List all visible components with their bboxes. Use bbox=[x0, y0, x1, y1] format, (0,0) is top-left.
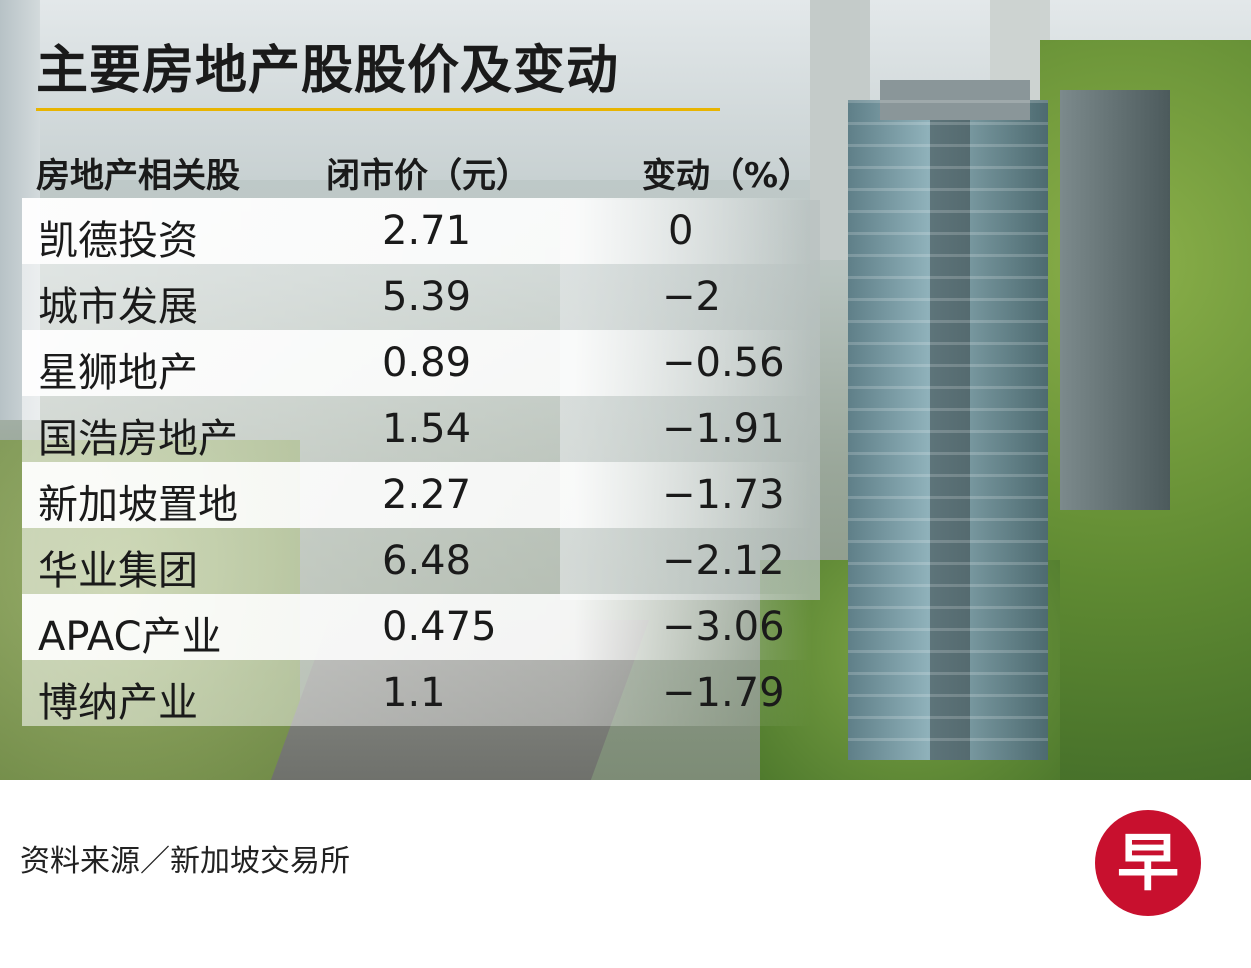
price-change: −1.91 bbox=[662, 406, 785, 452]
source-credit: 资料来源／新加坡交易所 bbox=[20, 844, 350, 879]
price-change: −0.56 bbox=[662, 340, 785, 386]
closing-price: 2.27 bbox=[382, 472, 472, 518]
closing-price: 0.89 bbox=[382, 340, 472, 386]
closing-price: 1.1 bbox=[382, 670, 446, 716]
logo-glyph: 早 bbox=[1117, 826, 1179, 899]
stock-name: 新加坡置地 bbox=[38, 482, 238, 528]
stock-name: 城市发展 bbox=[38, 284, 198, 330]
table-row: 凯德投资 2.71 0 bbox=[22, 198, 812, 264]
price-change: −3.06 bbox=[662, 604, 785, 650]
price-change: −2 bbox=[662, 274, 721, 320]
price-change: −1.79 bbox=[662, 670, 785, 716]
closing-price: 2.71 bbox=[382, 208, 472, 254]
tower-core bbox=[930, 100, 970, 760]
tower-crown bbox=[880, 80, 1030, 120]
table-row: 国浩房地产 1.54 −1.91 bbox=[22, 396, 812, 462]
closing-price: 6.48 bbox=[382, 538, 472, 584]
zaobao-logo: 早 bbox=[1095, 810, 1201, 916]
stock-name: 星狮地产 bbox=[38, 350, 198, 396]
stock-name: 博纳产业 bbox=[38, 680, 198, 726]
price-change: −2.12 bbox=[662, 538, 785, 584]
column-header-change: 变动（%） bbox=[642, 156, 813, 196]
secondary-tower bbox=[1060, 90, 1170, 510]
title-underline bbox=[36, 108, 720, 111]
table-row: 星狮地产 0.89 −0.56 bbox=[22, 330, 812, 396]
column-header-name: 房地产相关股 bbox=[36, 156, 240, 196]
stock-name: APAC产业 bbox=[38, 614, 222, 660]
stock-name: 凯德投资 bbox=[38, 218, 198, 264]
column-header-price: 闭市价（元） bbox=[326, 156, 530, 196]
table-row: 华业集团 6.48 −2.12 bbox=[22, 528, 812, 594]
table-row: 博纳产业 1.1 −1.79 bbox=[22, 660, 812, 726]
closing-price: 5.39 bbox=[382, 274, 472, 320]
logo-circle bbox=[1095, 810, 1201, 916]
price-change: −1.73 bbox=[662, 472, 785, 518]
price-change: 0 bbox=[668, 208, 694, 254]
table-row: APAC产业 0.475 −3.06 bbox=[22, 594, 812, 660]
stock-name: 华业集团 bbox=[38, 548, 198, 594]
table-row: 城市发展 5.39 −2 bbox=[22, 264, 812, 330]
tower-floor-bands bbox=[848, 100, 1048, 760]
closing-price: 1.54 bbox=[382, 406, 472, 452]
table-row: 新加坡置地 2.27 −1.73 bbox=[22, 462, 812, 528]
closing-price: 0.475 bbox=[382, 604, 497, 650]
page-title: 主要房地产股股价及变动 bbox=[36, 41, 620, 101]
stock-name: 国浩房地产 bbox=[38, 416, 238, 462]
